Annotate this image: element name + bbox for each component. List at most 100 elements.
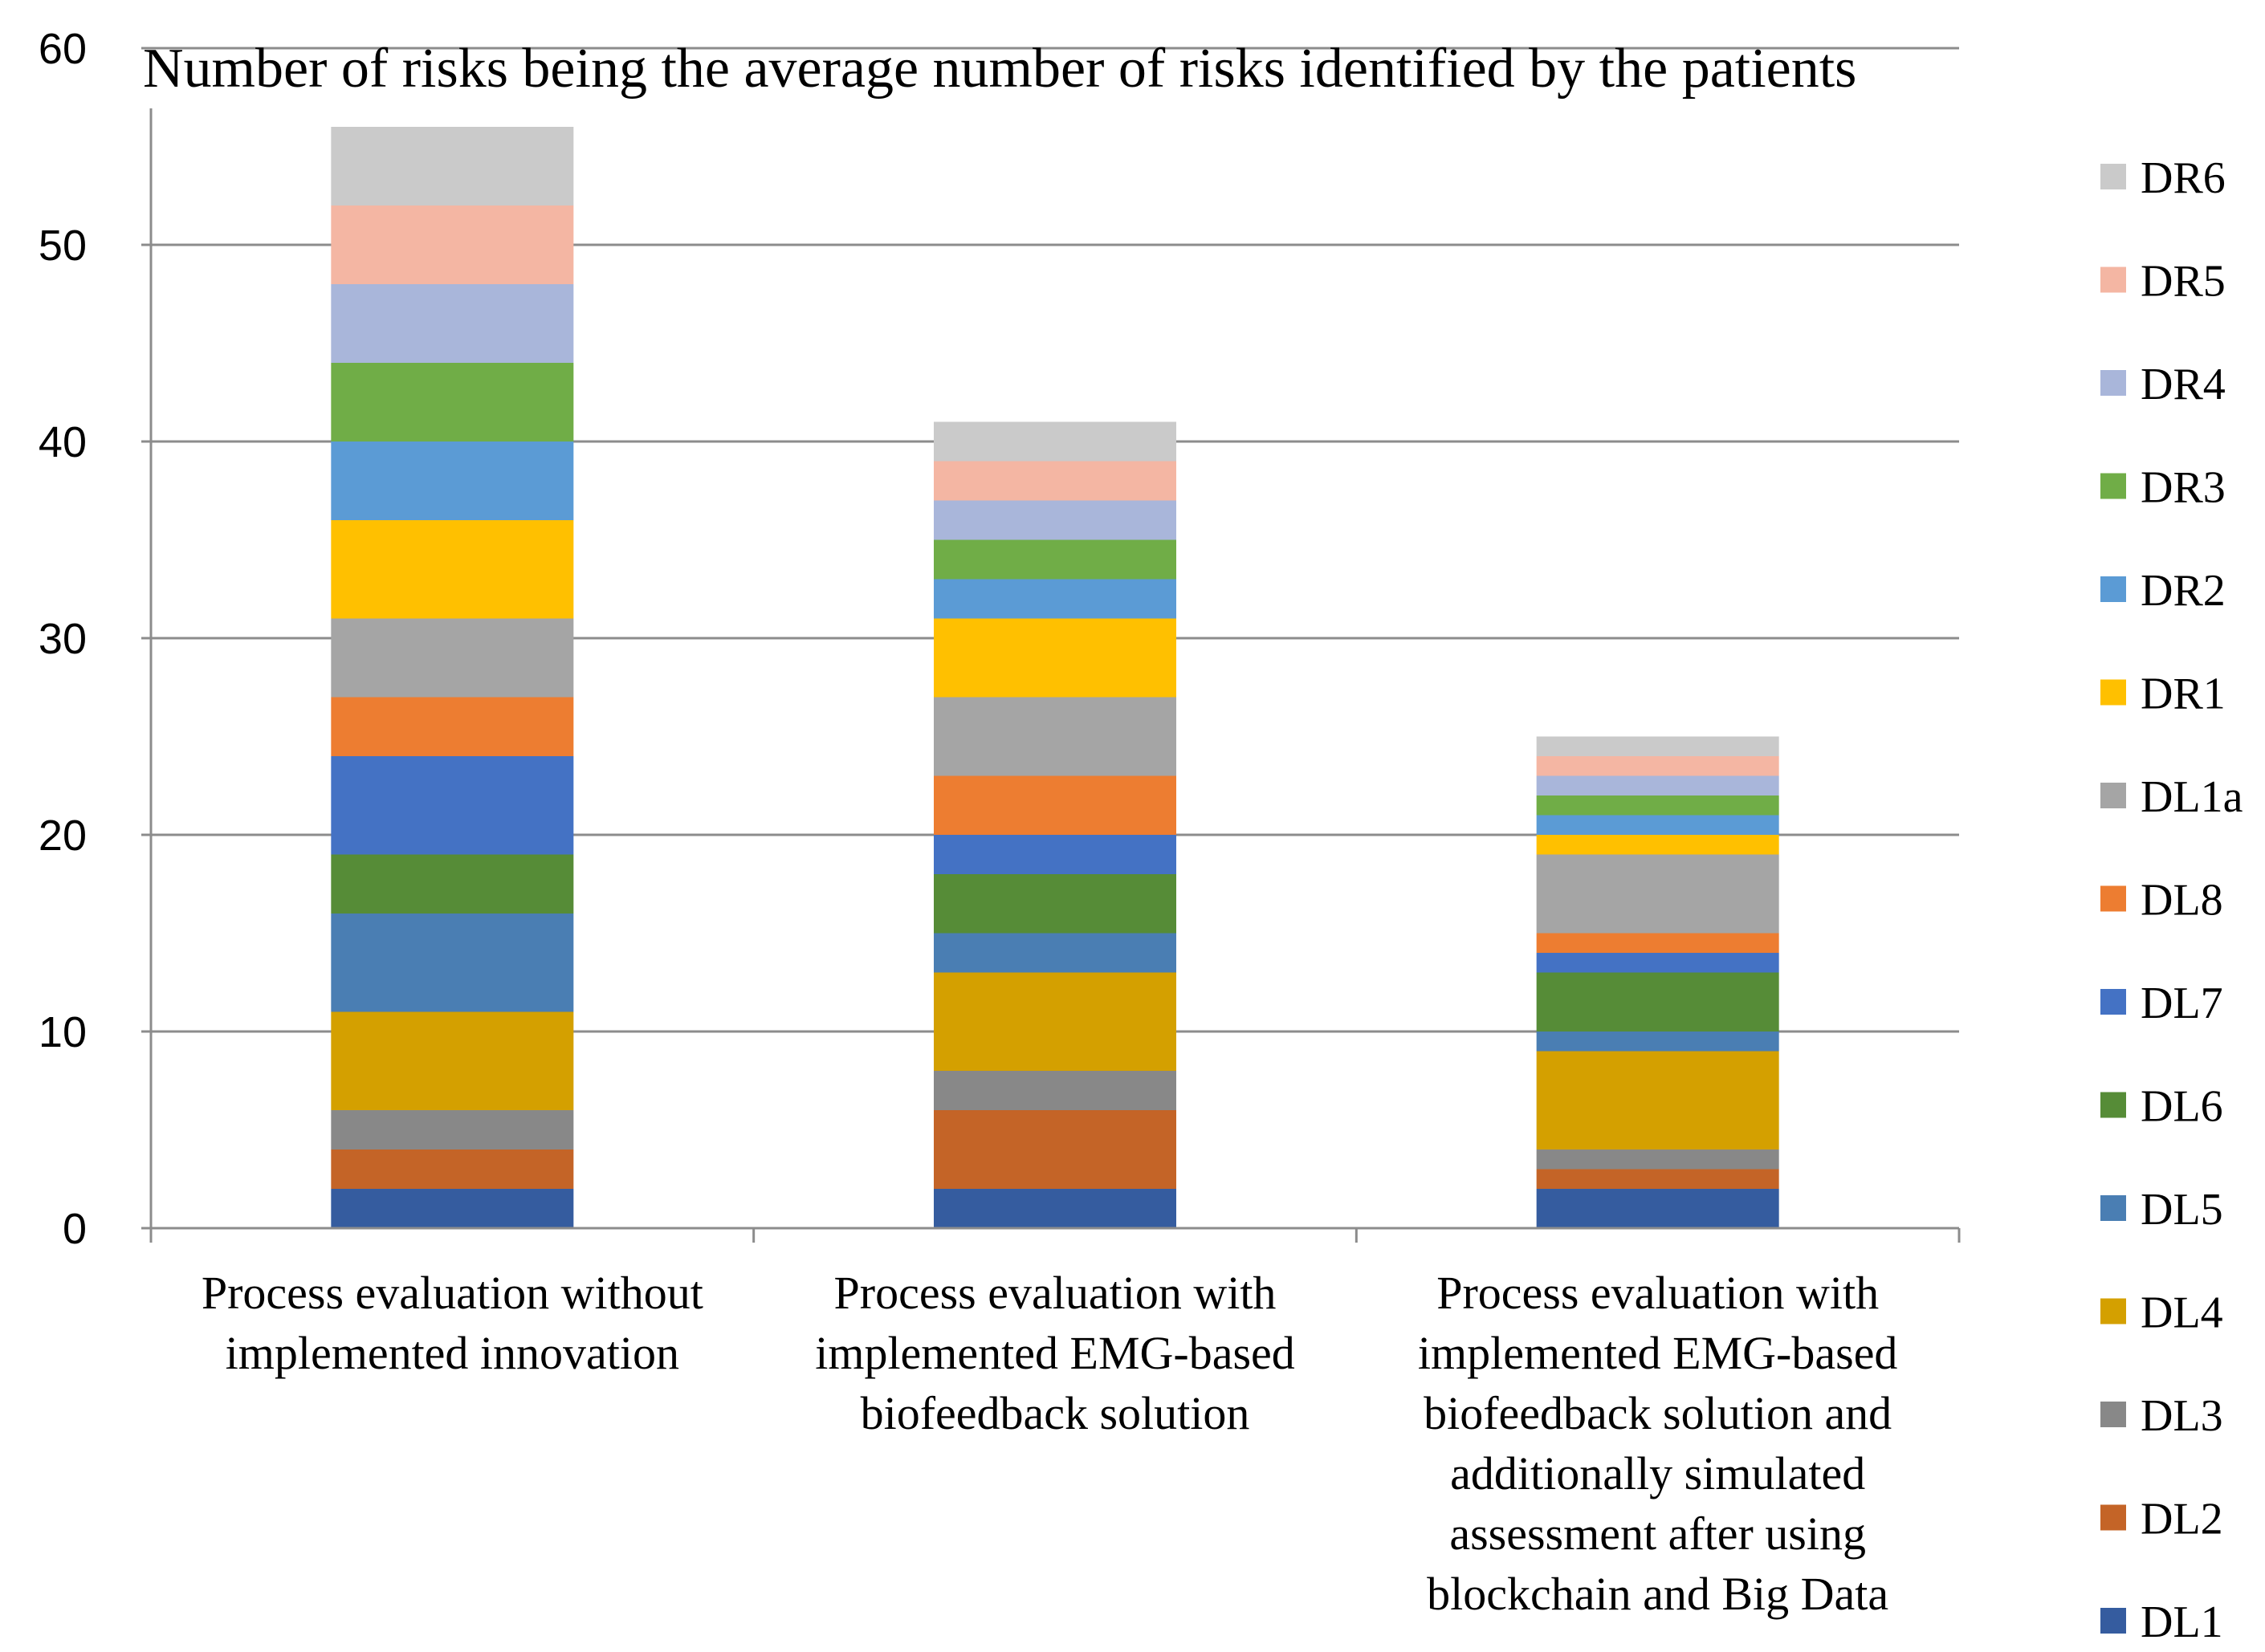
bar-segment-dr4-cat-3 <box>1536 775 1779 795</box>
bar-segment-dr6-cat-1 <box>331 127 574 205</box>
legend-swatch-dr4 <box>2100 370 2126 396</box>
category-label-line: implemented innovation <box>226 1327 679 1379</box>
bar-segment-dl5-cat-1 <box>331 913 574 1012</box>
legend-label-dl2: DL2 <box>2141 1495 2223 1544</box>
y-tick-label: 30 <box>39 615 87 663</box>
bar-segment-dr4-cat-1 <box>331 284 574 363</box>
legend-label-dl8: DL8 <box>2141 876 2223 926</box>
bar-segment-dr1-cat-3 <box>1536 835 1779 855</box>
legend-swatch-dr5 <box>2100 267 2126 293</box>
legend-swatch-dl4 <box>2100 1298 2126 1324</box>
category-label-line: additionally simulated <box>1450 1447 1865 1499</box>
bar-segment-dl4-cat-3 <box>1536 1051 1779 1149</box>
bar-segment-dl1-cat-1 <box>331 1189 574 1228</box>
y-tick-label: 10 <box>39 1008 87 1056</box>
bar-segment-dr6-cat-3 <box>1536 736 1779 756</box>
legend-label-dr4: DR4 <box>2141 360 2226 409</box>
bar-segment-dr2-cat-3 <box>1536 815 1779 835</box>
legend-label-dl1a: DL1a <box>2141 772 2243 822</box>
y-tick-labels: 0 10 20 30 40 50 60 <box>39 25 87 1253</box>
category-label-line: biofeedback solution <box>861 1387 1250 1439</box>
y-tick-label: 60 <box>39 25 87 73</box>
legend-swatch-dl7 <box>2100 989 2126 1015</box>
bar-segment-dl7-cat-1 <box>331 756 574 855</box>
bar-segment-dl8-cat-1 <box>331 697 574 756</box>
legend-label-dr1: DR1 <box>2141 669 2226 719</box>
category-label-line: blockchain and Big Data <box>1427 1568 1888 1620</box>
bar-segment-dl3-cat-1 <box>331 1110 574 1149</box>
bar-segment-dl5-cat-2 <box>934 933 1176 973</box>
bar-segment-dr5-cat-2 <box>934 461 1176 501</box>
bar-segment-dr2-cat-1 <box>331 441 574 520</box>
legend-label-dl7: DL7 <box>2141 979 2223 1028</box>
legend-label-dl3: DL3 <box>2141 1391 2223 1441</box>
bar-segment-dl6-cat-1 <box>331 854 574 913</box>
bar-segment-dr2-cat-2 <box>934 579 1176 619</box>
category-label-line: Process evaluation without <box>202 1267 703 1319</box>
legend-swatch-dr1 <box>2100 679 2126 706</box>
y-tick-label: 0 <box>63 1205 87 1253</box>
bar-segment-dr5-cat-3 <box>1536 756 1779 776</box>
legend-label-dl4: DL4 <box>2141 1288 2223 1338</box>
bar-segment-dr5-cat-1 <box>331 205 574 284</box>
category-label-line: implemented EMG-based <box>1418 1327 1898 1379</box>
legend-swatch-dl2 <box>2100 1504 2126 1531</box>
legend-label-dr6: DR6 <box>2141 153 2226 203</box>
legend-label-dl1: DL1 <box>2141 1597 2223 1647</box>
bar-segment-dl3-cat-3 <box>1536 1149 1779 1170</box>
y-tick-label: 20 <box>39 812 87 860</box>
legend-label-dl6: DL6 <box>2141 1082 2223 1132</box>
bar-segment-dl8-cat-3 <box>1536 933 1779 953</box>
legend-swatch-dr2 <box>2100 576 2126 602</box>
legend-swatch-dr3 <box>2100 473 2126 499</box>
y-tick-label: 50 <box>39 222 87 270</box>
bar-segment-dr3-cat-2 <box>934 539 1176 580</box>
axes <box>141 47 1961 1243</box>
bar-segment-dr4-cat-2 <box>934 500 1176 540</box>
bar-segment-dr1-cat-2 <box>934 618 1176 698</box>
legend-label-dr5: DR5 <box>2141 257 2226 307</box>
category-label-line: implemented EMG-based <box>815 1327 1295 1379</box>
category-label-line: Process evaluation with <box>834 1267 1277 1319</box>
legend-swatch-dl1a <box>2100 783 2126 808</box>
legend-label-dr2: DR2 <box>2141 566 2226 616</box>
bar-segment-dl7-cat-2 <box>934 835 1176 874</box>
bars <box>331 127 1779 1228</box>
bar-segment-dl2-cat-2 <box>934 1110 1176 1189</box>
bar-segment-dl4-cat-2 <box>934 972 1176 1071</box>
bar-segment-dl8-cat-2 <box>934 775 1176 835</box>
legend-label-dl5: DL5 <box>2141 1185 2223 1235</box>
bar-segment-dl2-cat-3 <box>1536 1169 1779 1189</box>
legend-swatch-dl6 <box>2100 1092 2126 1118</box>
legend-swatch-dr6 <box>2100 164 2126 189</box>
category-label-line: assessment after using <box>1449 1508 1866 1560</box>
chart-title: Number of risks being the average number… <box>143 38 1856 100</box>
bar-segment-dl6-cat-2 <box>934 874 1176 934</box>
legend-swatch-dl1 <box>2100 1608 2126 1634</box>
legend-label-dr3: DR3 <box>2141 463 2226 513</box>
bar-segment-dr6-cat-2 <box>934 421 1176 462</box>
bar-segment-dl4-cat-1 <box>331 1011 574 1110</box>
bar-segment-dl1a-cat-2 <box>934 697 1176 776</box>
bar-segment-dl1a-cat-3 <box>1536 854 1779 934</box>
legend: DL1 DL2 DL3 DL4 DL5 DL6 DL7 DL8 DL1a DR1 DR2 DR3 DR4… <box>2100 153 2243 1647</box>
bar-segment-dl1-cat-2 <box>934 1189 1176 1228</box>
legend-swatch-dl5 <box>2100 1195 2126 1221</box>
legend-swatch-dl8 <box>2100 885 2126 912</box>
bar-segment-dr1-cat-1 <box>331 520 574 619</box>
bar-segment-dl3-cat-2 <box>934 1071 1176 1110</box>
category-labels: Process evaluation without implemented in… <box>202 1267 1898 1620</box>
bar-segment-dr3-cat-1 <box>331 363 574 441</box>
legend-swatch-dl3 <box>2100 1402 2126 1427</box>
bar-segment-dl1a-cat-1 <box>331 618 574 698</box>
category-label-line: biofeedback solution and <box>1424 1387 1892 1439</box>
bar-segment-dl5-cat-3 <box>1536 1031 1779 1052</box>
bar-segment-dl2-cat-1 <box>331 1149 574 1189</box>
y-tick-label: 40 <box>39 418 87 466</box>
bar-segment-dl7-cat-3 <box>1536 953 1779 973</box>
bar-segment-dl6-cat-3 <box>1536 972 1779 1031</box>
bar-segment-dl1-cat-3 <box>1536 1189 1779 1228</box>
bar-segment-dr3-cat-3 <box>1536 795 1779 816</box>
category-label-line: Process evaluation with <box>1436 1267 1879 1319</box>
